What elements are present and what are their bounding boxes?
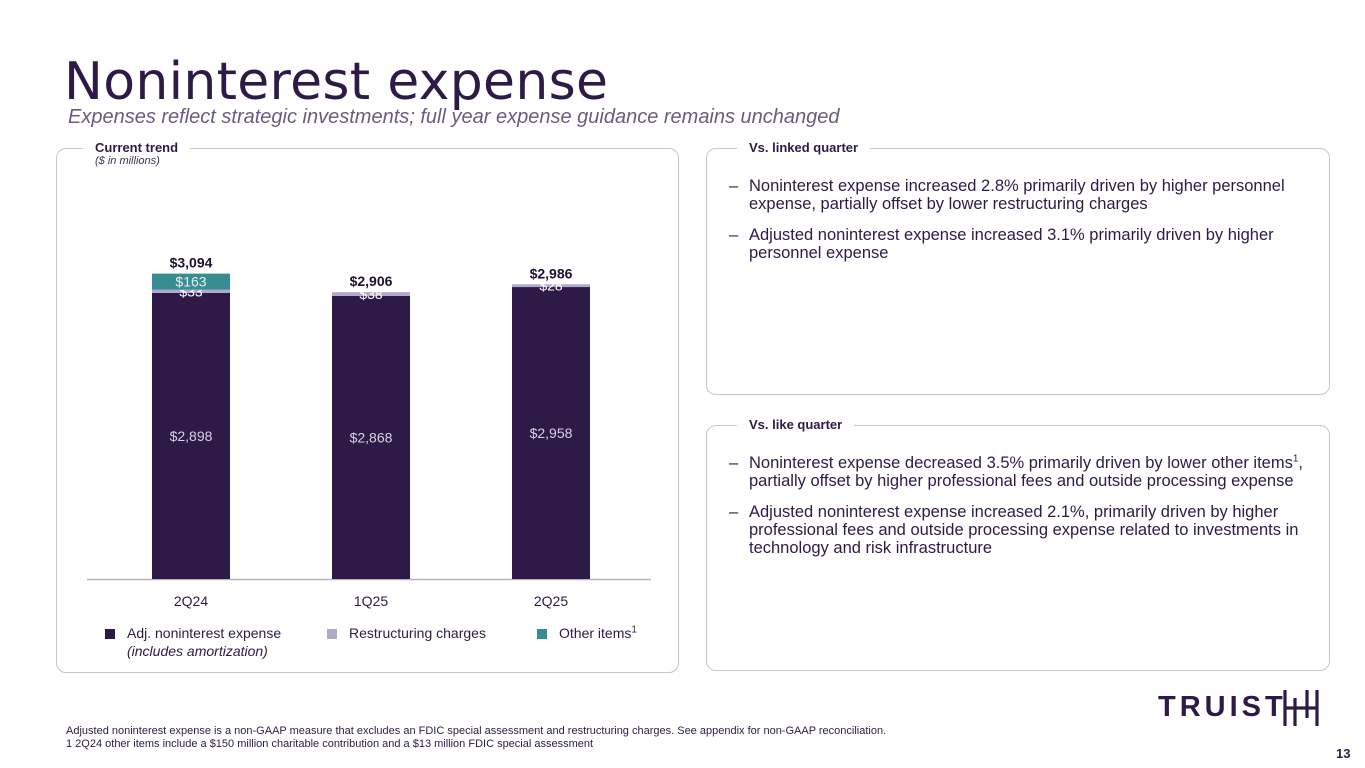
legend-swatch-restructuring [327, 629, 337, 639]
total-data-label: $3,094 [170, 255, 213, 271]
legend-label-adj: Adj. noninterest expense [127, 625, 282, 641]
linked-quarter-panel: Vs. linked quarter – Noninterest expense … [706, 140, 1330, 395]
current-trend-label: Current trend [83, 140, 191, 155]
page-number: 13 [1336, 746, 1351, 761]
footnote-line-2: 1 2Q24 other items include a $150 millio… [66, 738, 594, 750]
legend-other-text: Other items [559, 625, 632, 641]
legend-label-restructuring: Restructuring charges [349, 625, 486, 641]
like-quarter-label: Vs. like quarter [737, 417, 855, 432]
truist-h-mark-icon [1283, 690, 1319, 726]
legend-sublabel-adj: (includes amortization) [127, 643, 268, 659]
bullet-dash: – [729, 177, 739, 195]
footnote-line-1: Adjusted noninterest expense is a non-GA… [66, 725, 887, 737]
bullet-dash: – [729, 226, 739, 244]
bullet-text-pre: Noninterest expense decreased 3.5% prima… [749, 454, 1293, 472]
bar-segment [512, 284, 590, 288]
list-item: – Noninterest expense decreased 3.5% prim… [729, 454, 1305, 490]
expense-stacked-bar-chart: $2,898$33$163$3,0942Q24$2,868$38$2,9061Q… [87, 255, 651, 609]
linked-quarter-bullets: – Noninterest expense increased 2.8% prim… [729, 177, 1305, 275]
bullet-text: Adjusted noninterest expense increased 3… [749, 226, 1274, 262]
x-tick-label: 2Q25 [534, 593, 568, 609]
page-subtitle: Expenses reflect strategic investments; … [68, 106, 840, 128]
like-quarter-bullets: – Noninterest expense decreased 3.5% prim… [729, 454, 1305, 570]
segment-data-label: $2,868 [350, 429, 393, 445]
bar-segment [152, 289, 230, 293]
bullet-text-post: , partially offset by higher professiona… [749, 454, 1303, 490]
bar-segment [332, 292, 410, 296]
linked-quarter-label: Vs. linked quarter [737, 140, 871, 155]
bar-segment [332, 295, 410, 579]
list-item: – Adjusted noninterest expense increased … [729, 503, 1305, 557]
x-tick-label: 2Q24 [174, 593, 208, 609]
bullet-dash: – [729, 454, 739, 472]
footnote-marker: 1 [1292, 453, 1299, 465]
page-title: Noninterest expense [64, 52, 609, 112]
list-item: – Noninterest expense increased 2.8% prim… [729, 177, 1305, 213]
units-note: ($ in millions) [95, 155, 160, 167]
segment-data-label: $28 [539, 278, 563, 294]
total-data-label: $2,906 [350, 273, 393, 289]
bullet-text: Adjusted noninterest expense increased 2… [749, 503, 1299, 557]
truist-logo-text: TRUIST [1158, 691, 1287, 723]
like-quarter-panel: Vs. like quarter – Noninterest expense de… [706, 417, 1330, 671]
footnotes: Adjusted noninterest expense is a non-GA… [66, 725, 886, 751]
current-trend-panel: Current trend ($ in millions) $2,898 $33 $… [56, 140, 679, 673]
legend-swatch-other [537, 629, 547, 639]
bullet-text: Noninterest expense increased 2.8% prima… [749, 177, 1285, 213]
legend-label-other: Other items1 [559, 625, 637, 641]
footnote-marker: 1 [631, 624, 637, 636]
bar-segment [512, 287, 590, 579]
bullet-dash: – [729, 503, 739, 521]
total-data-label: $2,986 [530, 265, 573, 281]
segment-data-label: $163 [175, 274, 206, 290]
x-tick-label: 1Q25 [354, 593, 388, 609]
bar-segment [152, 273, 230, 290]
segment-data-label: $2,898 [170, 428, 213, 444]
legend-swatch-adj [105, 629, 115, 639]
bar-segment [152, 292, 230, 579]
segment-data-label: $2,958 [530, 425, 573, 441]
segment-data-label: $38 [359, 286, 383, 302]
list-item: – Adjusted noninterest expense increased … [729, 226, 1305, 262]
